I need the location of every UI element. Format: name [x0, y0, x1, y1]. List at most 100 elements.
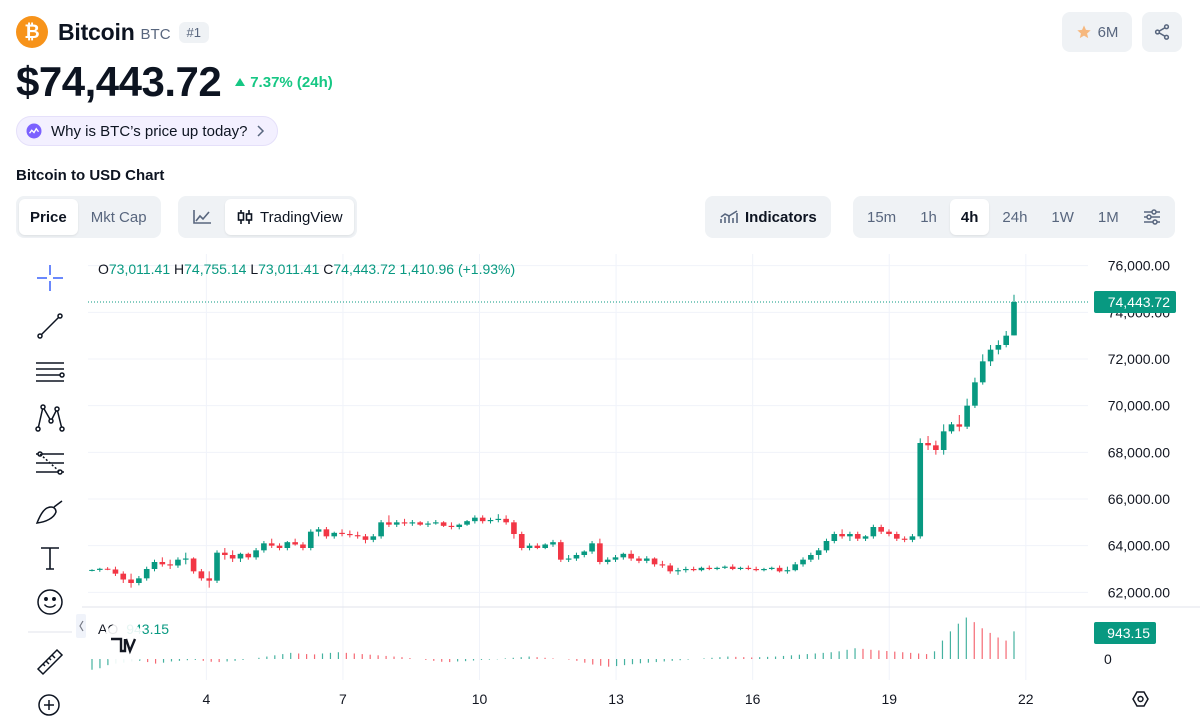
candle-body: [862, 536, 869, 539]
candle-body: [815, 550, 822, 555]
candle-body: [620, 553, 627, 558]
ohlc-close: 74,443.72: [333, 261, 395, 277]
indicators-label: Indicators: [745, 208, 817, 226]
y-tick-label: 64,000.00: [1108, 538, 1170, 554]
candle-body: [417, 522, 423, 525]
collapse-arrow-icon: [79, 620, 84, 632]
zoom-in-tool[interactable]: [28, 686, 72, 726]
collapse-tab: [76, 614, 86, 638]
line-chart-icon: [193, 210, 211, 224]
candle-body: [339, 532, 345, 534]
chart-canvas[interactable]: 76,000.0074,000.0072,000.0070,000.0068,0…: [0, 246, 1200, 726]
candle-body: [104, 568, 111, 570]
candle-body: [628, 553, 634, 559]
crosshair-tool[interactable]: [28, 258, 72, 298]
timeframe-4h[interactable]: 4h: [949, 199, 990, 235]
candle-body: [901, 538, 908, 540]
smiley-icon: [37, 589, 63, 615]
timeframe-1m[interactable]: 1M: [1097, 208, 1119, 226]
chevron-right-icon: [257, 125, 265, 137]
last-price-badge: [1094, 290, 1176, 313]
candle-body: [768, 567, 775, 569]
candle-body: [675, 570, 681, 572]
candle-body: [448, 525, 455, 527]
tab-mkt-cap[interactable]: Mkt Cap: [90, 208, 147, 226]
timeframe-24h[interactable]: 24h: [1002, 208, 1028, 226]
x-tick-label: 10: [472, 691, 488, 707]
star-icon: [1076, 25, 1091, 39]
measure-tool[interactable]: [28, 642, 72, 682]
y-tick-label: 62,000.00: [1108, 584, 1170, 600]
why-price-up-button[interactable]: Why is BTC’s price up today?: [16, 116, 279, 146]
candle-body: [362, 536, 369, 540]
pattern-tool[interactable]: [28, 398, 72, 438]
sliders-icon: [1143, 209, 1160, 225]
ohlc-close-label: C: [319, 261, 333, 277]
candle-body: [698, 567, 705, 571]
ohlc-legend: O73,011.41 H74,755.14 L73,011.41 C74,443…: [98, 261, 515, 277]
ohlc-low: 73,011.41: [258, 261, 319, 277]
candle-body: [347, 534, 353, 536]
candle-body: [831, 534, 838, 541]
candle-body: [175, 559, 181, 566]
indicators-control: Indicators: [705, 196, 831, 238]
indicators-button[interactable]: Indicators: [708, 199, 828, 235]
candle-body: [636, 558, 642, 561]
coin-name: Bitcoin: [58, 18, 135, 45]
candle-body: [839, 534, 845, 537]
candle-body: [401, 522, 408, 524]
candle-body: [120, 573, 127, 580]
chart-view-toggle: TradingView: [178, 196, 357, 238]
candle-body: [589, 543, 595, 552]
candle-body: [917, 443, 924, 537]
tradingview-button[interactable]: TradingView: [225, 199, 354, 235]
candle-body: [987, 349, 994, 362]
candle-body: [136, 578, 142, 583]
indicators-icon: [720, 210, 738, 223]
share-button[interactable]: [1142, 12, 1182, 52]
candle-body: [409, 522, 416, 524]
x-tick-label: 16: [745, 691, 761, 707]
ao-zero-label: 0: [1104, 651, 1112, 667]
candle-body: [237, 553, 244, 559]
timeframe-1h[interactable]: 1h: [920, 208, 937, 226]
chart-settings-button[interactable]: [1132, 199, 1172, 235]
gear-icon-center: [1137, 695, 1144, 703]
candle-body: [464, 521, 470, 525]
candle-body: [808, 555, 814, 560]
ohlc-change: 1,410.96 (+1.93%): [396, 261, 515, 277]
tradingview-label: TradingView: [260, 208, 343, 226]
candle-body: [854, 534, 861, 539]
candle-body: [597, 543, 603, 562]
coin-header: ₿ Bitcoin BTC #1: [16, 12, 210, 52]
price-change-text: 7.37% (24h): [250, 73, 333, 91]
candle-body: [479, 517, 486, 522]
trend-line-tool[interactable]: [28, 306, 72, 346]
crosshair-icon: [37, 265, 63, 291]
watchlist-button[interactable]: 6M: [1062, 12, 1132, 52]
timeframe-15m[interactable]: 15m: [867, 208, 897, 226]
ohlc-low-label: L: [246, 261, 258, 277]
candle-body: [393, 522, 400, 525]
emoji-tool[interactable]: [28, 582, 72, 622]
candle-body: [925, 443, 931, 446]
candle-body: [729, 566, 736, 569]
candle-body: [331, 532, 338, 537]
candle-body: [143, 569, 150, 579]
fib-tool[interactable]: [28, 444, 72, 484]
brush-tool[interactable]: [28, 492, 72, 532]
chart-area[interactable]: 76,000.0074,000.0072,000.0070,000.0068,0…: [0, 246, 1200, 726]
timeframe-1w[interactable]: 1W: [1051, 208, 1074, 226]
line-chart-button[interactable]: [181, 199, 223, 235]
candle-body: [440, 522, 447, 526]
candle-body: [964, 405, 970, 427]
zoom-in-icon: [38, 694, 60, 716]
horizontal-lines-tool[interactable]: [28, 352, 72, 392]
text-tool[interactable]: [28, 538, 72, 578]
candle-body: [456, 524, 463, 527]
tab-price[interactable]: Price: [19, 199, 78, 235]
header-actions: 6M: [1062, 12, 1182, 52]
candle-body: [284, 542, 291, 548]
candle-body: [112, 569, 119, 574]
candle-body: [261, 543, 267, 551]
